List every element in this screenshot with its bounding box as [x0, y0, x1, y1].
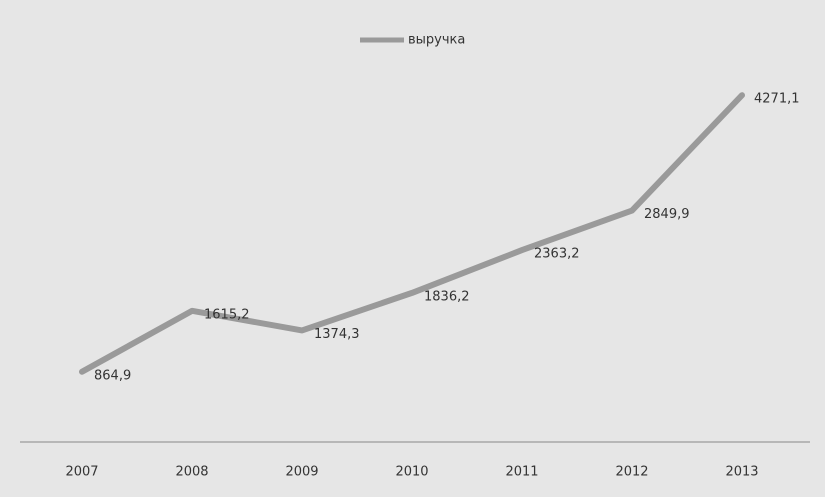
data-label: 2849,9 — [644, 207, 690, 222]
x-tick-label: 2007 — [65, 465, 98, 480]
x-tick-label: 2009 — [285, 465, 318, 480]
line-series — [79, 92, 745, 375]
data-label: 2363,2 — [534, 247, 580, 262]
x-tick-label: 2010 — [395, 465, 428, 480]
legend-label: выручка — [408, 33, 465, 48]
data-label: 1374,3 — [314, 327, 360, 342]
data-label: 1836,2 — [424, 289, 470, 304]
x-tick-label: 2013 — [725, 465, 758, 480]
data-label: 1615,2 — [204, 307, 250, 322]
data-label: 4271,1 — [754, 92, 800, 107]
data-label: 864,9 — [94, 368, 131, 383]
x-tick-label: 2008 — [175, 465, 208, 480]
x-tick-label: 2012 — [615, 465, 648, 480]
x-tick-label: 2011 — [505, 465, 538, 480]
